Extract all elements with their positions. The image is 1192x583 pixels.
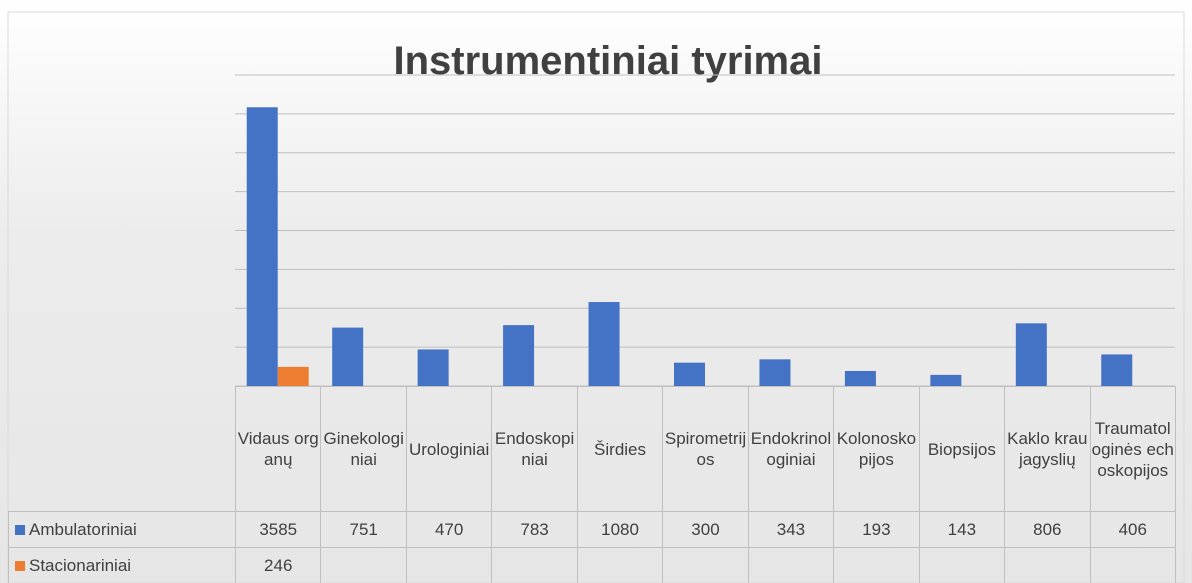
data-cell: 406	[1089, 511, 1176, 548]
data-cell: 470	[405, 511, 493, 548]
data-cell	[491, 547, 578, 583]
bar	[930, 374, 962, 386]
x-tick-label: Kaklo kraujagyslių	[1004, 386, 1091, 512]
legend-label: Ambulatoriniai	[29, 520, 137, 539]
bar	[1101, 354, 1133, 386]
data-cell	[918, 547, 1006, 583]
data-cell: 193	[833, 511, 920, 548]
x-tick-label: Endokrinologiniai	[747, 386, 835, 512]
data-cell: 1080	[576, 511, 664, 548]
bar	[417, 349, 449, 386]
legend-label: Stacionariniai	[29, 556, 132, 575]
data-cell	[747, 547, 835, 583]
bar	[277, 366, 309, 386]
legend-entry: Stacionariniai	[8, 547, 236, 583]
bar	[844, 370, 876, 386]
x-tick-label: Urologiniai	[405, 386, 493, 512]
x-tick-label: Kolonoskopijos	[833, 386, 920, 512]
x-tick-label: Traumatologinės echoskopijos	[1089, 386, 1176, 512]
data-cell	[1004, 547, 1091, 583]
x-tick-label: Širdies	[576, 386, 664, 512]
data-cell: 783	[491, 511, 578, 548]
bar	[332, 327, 364, 386]
legend-key	[15, 524, 25, 535]
data-cell: 806	[1004, 511, 1091, 548]
x-tick-label: Ginekologiniai	[320, 386, 407, 512]
x-tick-label: Endoskopiniai	[491, 386, 578, 512]
data-cell: 751	[320, 511, 407, 548]
data-cell	[576, 547, 664, 583]
bar	[759, 359, 791, 386]
chart-frame	[7, 11, 1185, 583]
x-tick-label: Vidaus organų	[235, 386, 322, 512]
data-cell: 143	[918, 511, 1006, 548]
legend-key	[15, 560, 25, 571]
data-cell	[320, 547, 407, 583]
data-cell	[405, 547, 493, 583]
legend-entry: Ambulatoriniai	[8, 511, 236, 548]
data-cell	[662, 547, 749, 583]
bar	[674, 362, 705, 386]
bar	[246, 107, 278, 387]
x-tick-label: Spirometrijos	[662, 386, 749, 512]
data-cell: 343	[747, 511, 835, 548]
data-cell: 300	[662, 511, 749, 548]
chart-title: Instrumentiniai tyrimai	[394, 39, 823, 83]
bar	[588, 302, 620, 386]
bar	[503, 325, 535, 386]
data-cell	[1089, 547, 1176, 583]
bar	[1015, 323, 1047, 386]
x-tick-label: Biopsijos	[918, 386, 1006, 512]
data-cell	[833, 547, 920, 583]
data-cell: 3585	[235, 511, 322, 548]
data-cell: 246	[235, 547, 322, 583]
